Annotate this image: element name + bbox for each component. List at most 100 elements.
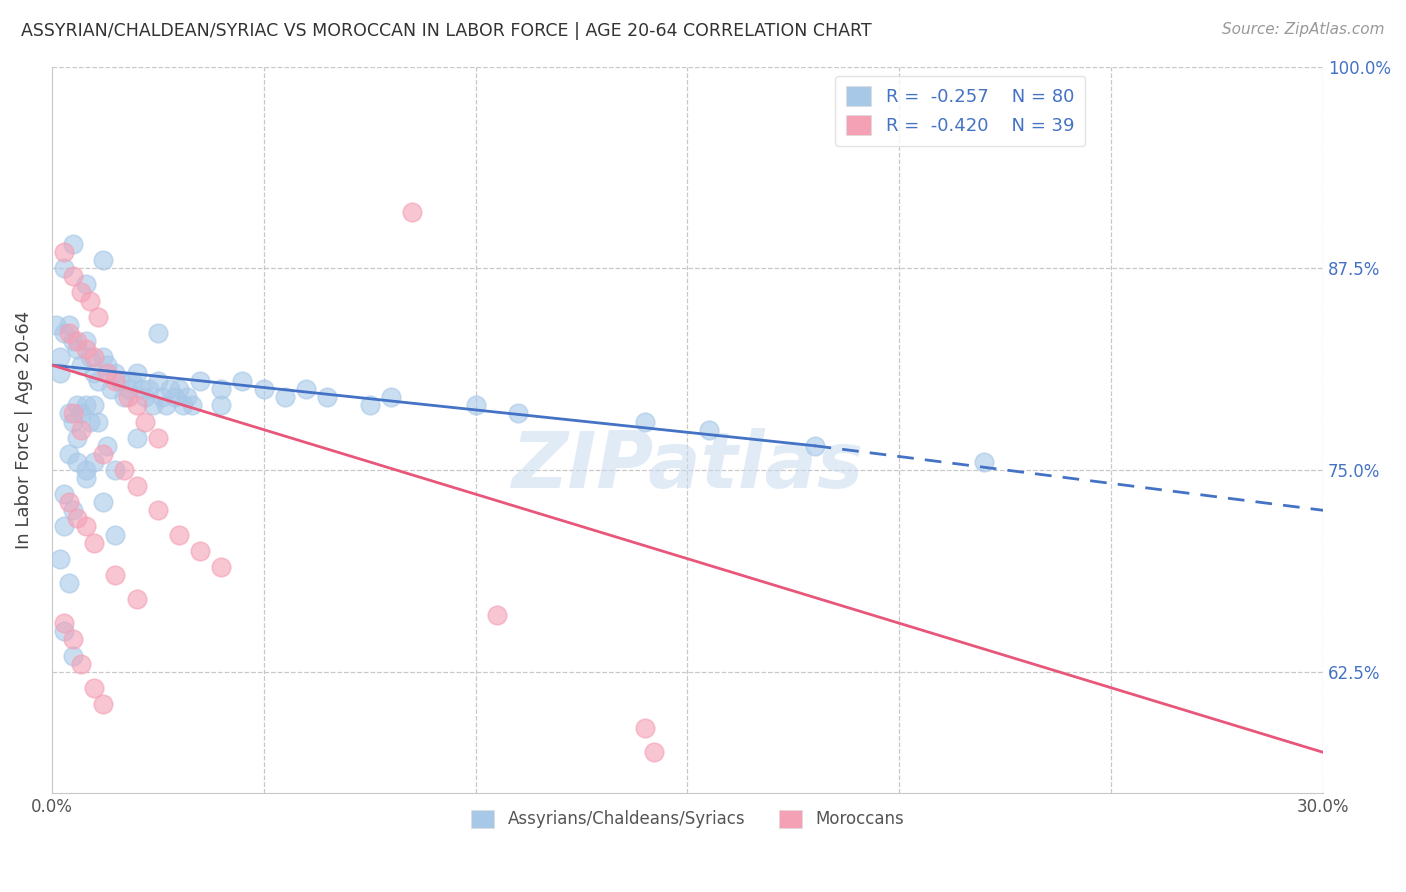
Point [96,358,118,372]
Point [125,592,148,607]
Point [53,261,76,276]
Point [62,334,84,348]
Point [146,431,169,445]
Point [83,535,105,549]
Point [62,632,84,647]
Point [209,382,232,396]
Point [53,245,76,260]
Point [803,439,825,453]
Point [150,390,173,404]
Point [634,415,657,429]
Point [66,511,89,525]
Point [53,326,76,340]
Point [96,366,118,380]
Point [209,399,232,413]
Point [87,374,110,388]
Point [58,407,80,421]
Point [49,366,72,380]
Point [49,551,72,566]
Point [231,374,253,388]
Point [75,277,97,292]
Point [167,382,190,396]
Point [62,415,84,429]
Text: ZIPatlas: ZIPatlas [512,428,863,504]
Point [117,382,139,396]
Point [96,439,118,453]
Point [134,415,156,429]
Point [188,374,211,388]
Point [87,415,110,429]
Point [75,399,97,413]
Point [316,390,339,404]
Point [188,543,211,558]
Point [58,495,80,509]
Point [104,527,127,541]
Point [75,334,97,348]
Point [634,721,657,735]
Point [58,326,80,340]
Point [112,390,135,404]
Point [83,455,105,469]
Point [53,487,76,501]
Point [66,399,89,413]
Point [142,399,165,413]
Point [83,366,105,380]
Point [485,608,508,623]
Point [58,575,80,590]
Point [58,447,80,461]
Point [62,407,84,421]
Point [159,382,181,396]
Point [53,624,76,639]
Point [108,374,131,388]
Point [359,399,381,413]
Point [973,455,995,469]
Point [66,431,89,445]
Point [112,463,135,477]
Point [125,431,148,445]
Point [167,527,190,541]
Point [79,293,101,308]
Point [66,334,89,348]
Point [104,463,127,477]
Point [83,399,105,413]
Point [125,399,148,413]
Point [91,253,114,268]
Point [91,495,114,509]
Legend: Assyrians/Chaldeans/Syriacs, Moroccans: Assyrians/Chaldeans/Syriacs, Moroccans [464,803,911,835]
Point [83,681,105,695]
Point [464,399,486,413]
Point [79,350,101,364]
Point [129,382,152,396]
Point [295,382,318,396]
Point [146,374,169,388]
Point [104,374,127,388]
Point [91,350,114,364]
Point [125,366,148,380]
Point [75,342,97,356]
Point [49,350,72,364]
Point [70,423,93,437]
Point [83,350,105,364]
Point [91,447,114,461]
Point [643,745,665,759]
Text: ASSYRIAN/CHALDEAN/SYRIAC VS MOROCCAN IN LABOR FORCE | AGE 20-64 CORRELATION CHAR: ASSYRIAN/CHALDEAN/SYRIAC VS MOROCCAN IN … [21,22,872,40]
Y-axis label: In Labor Force | Age 20-64: In Labor Force | Age 20-64 [15,310,32,549]
Point [45,318,67,332]
Point [138,382,160,396]
Point [70,407,93,421]
Point [75,471,97,485]
Point [87,310,110,324]
Point [117,390,139,404]
Point [62,237,84,252]
Point [209,559,232,574]
Point [53,519,76,533]
Point [70,285,93,300]
Point [62,269,84,284]
Point [100,382,122,396]
Point [172,399,194,413]
Point [506,407,529,421]
Point [697,423,720,437]
Point [75,519,97,533]
Point [155,399,177,413]
Point [62,648,84,663]
